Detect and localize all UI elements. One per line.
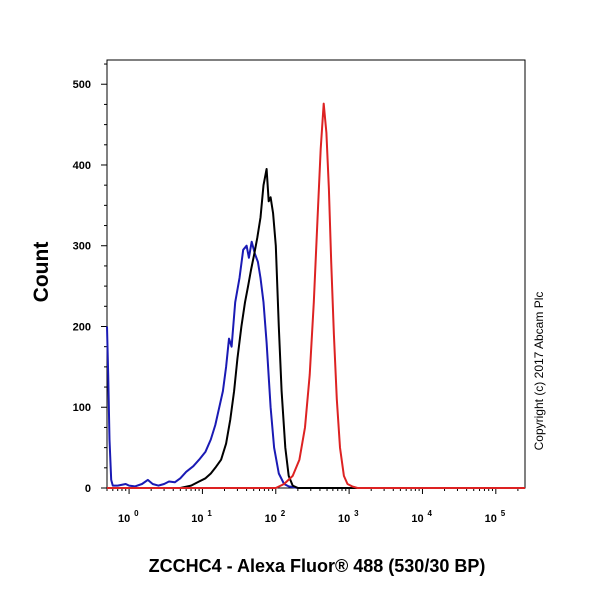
x-tick-label: 10	[191, 513, 203, 525]
x-tick-label: 10	[338, 513, 350, 525]
x-axis-ticks: 10 0 10 1 10 2 10 3 10 4 10 5	[106, 488, 519, 525]
x-tick-exponent: 0	[134, 509, 139, 518]
histogram-series-1	[106, 240, 525, 489]
series-layer	[106, 102, 525, 489]
y-axis-title: Count	[30, 242, 53, 303]
histogram-series-3	[107, 102, 525, 489]
y-tick-label: 500	[73, 79, 91, 91]
y-tick-label: 400	[73, 160, 91, 172]
y-tick-label: 300	[73, 241, 91, 253]
x-tick-exponent: 4	[427, 509, 432, 518]
x-tick-exponent: 3	[354, 509, 359, 518]
x-tick-exponent: 1	[207, 509, 212, 518]
x-axis-title: ZCCHC4 - Alexa Fluor® 488 (530/30 BP)	[149, 556, 486, 576]
y-tick-label: 200	[73, 321, 91, 333]
x-tick-label: 10	[118, 513, 130, 525]
x-tick-label: 10	[265, 513, 277, 525]
x-tick-label: 10	[485, 513, 497, 525]
histogram-series-2	[107, 168, 525, 489]
y-tick-label: 100	[73, 402, 91, 414]
x-tick-exponent: 5	[501, 509, 506, 518]
x-tick-label: 10	[411, 513, 423, 525]
y-axis-ticks: 0 100 200 300 400 500	[73, 63, 107, 495]
copyright-annotation: Copyright (c) 2017 Abcam Plc	[532, 292, 546, 451]
y-tick-label: 0	[85, 483, 91, 495]
x-tick-exponent: 2	[281, 509, 286, 518]
